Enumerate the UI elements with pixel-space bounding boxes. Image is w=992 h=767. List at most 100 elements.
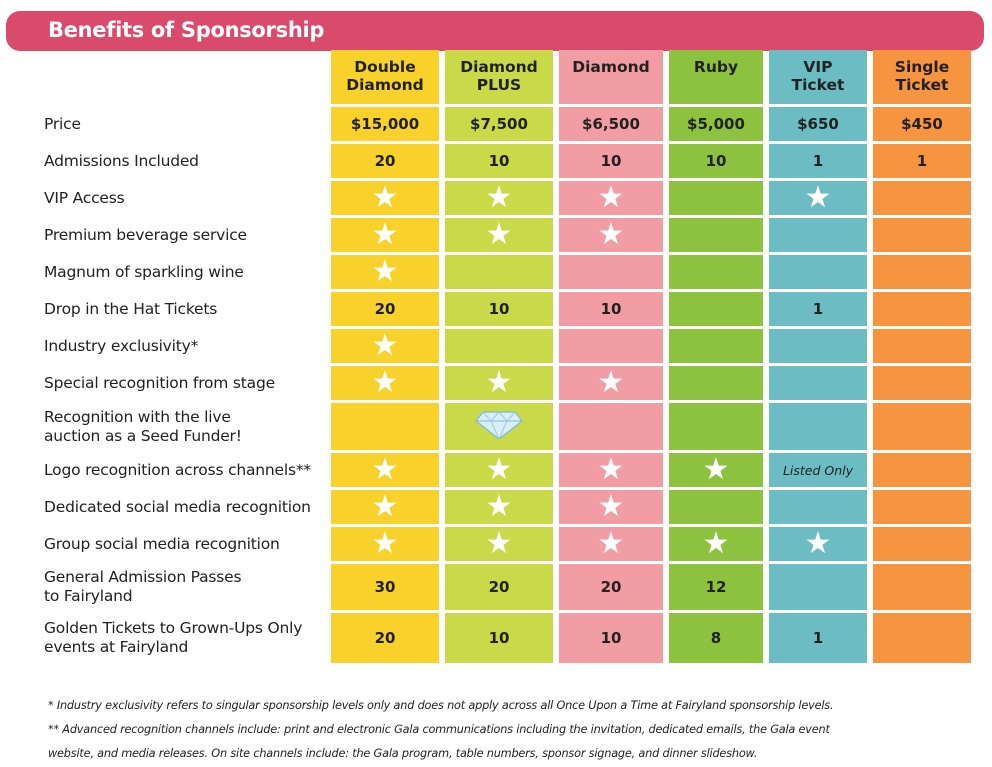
row-label: General Admission Passes to Fairyland [44, 568, 242, 605]
star-icon: ★ [804, 180, 832, 215]
cell-value: $5,000 [687, 115, 745, 133]
table-cell: ★ [331, 453, 439, 487]
table-cell [559, 329, 663, 363]
row-label: VIP Access [44, 188, 125, 207]
table-cell: $5,000 [669, 107, 763, 141]
table-cell [769, 218, 867, 252]
row-label: Admissions Included [44, 151, 199, 170]
table-cell [769, 403, 867, 450]
tier-name-line2: PLUS [476, 76, 522, 94]
table-cell: 10 [559, 292, 663, 326]
table-cell: 1 [769, 292, 867, 326]
row-label: Premium beverage service [44, 225, 247, 244]
table-cell: ★ [559, 490, 663, 524]
row-label: Golden Tickets to Grown-Ups Only events … [44, 619, 303, 656]
table-cell: 20 [559, 564, 663, 610]
table-cell: ★ [445, 490, 553, 524]
tier-name-line1: Single [894, 58, 950, 76]
star-icon: ★ [371, 452, 399, 487]
star-icon: ★ [597, 217, 625, 252]
table-cell: 10 [559, 144, 663, 178]
table-cell [669, 218, 763, 252]
title-banner: Benefits of Sponsorship [6, 11, 984, 51]
table-cell: 20 [331, 613, 439, 663]
tier-name-line2: Ticket [791, 76, 845, 94]
cell-value: $450 [901, 115, 943, 133]
row-label: Logo recognition across channels** [44, 460, 311, 479]
table-cell [559, 255, 663, 289]
row-label: Drop in the Hat Tickets [44, 299, 218, 318]
table-cell [873, 292, 971, 326]
star-icon: ★ [702, 452, 730, 487]
table-cell [669, 403, 763, 450]
table-cell [873, 564, 971, 610]
table-cell: ★ [559, 366, 663, 400]
star-icon: ★ [597, 452, 625, 487]
table-cell: ★ [331, 218, 439, 252]
table-cell: 1 [769, 144, 867, 178]
table-cell: 10 [445, 613, 553, 663]
row-label: Special recognition from stage [44, 373, 275, 392]
star-icon: ★ [371, 365, 399, 400]
row-label: Group social media recognition [44, 534, 280, 553]
table-cell: $7,500 [445, 107, 553, 141]
table-cell: 10 [445, 144, 553, 178]
tier-header: Double Diamond [331, 50, 439, 104]
table-cell [769, 564, 867, 610]
footnote-3: website, and media releases. On site cha… [48, 747, 758, 760]
footnote-1: * Industry exclusivity refers to singula… [48, 699, 834, 712]
table-cell: 20 [331, 144, 439, 178]
table-cell [445, 255, 553, 289]
table-cell [873, 613, 971, 663]
table-cell: Listed Only [769, 453, 867, 487]
star-icon: ★ [371, 328, 399, 363]
table-cell [445, 403, 553, 450]
cell-value: $650 [797, 115, 839, 133]
table-cell [445, 329, 553, 363]
row-label: Price [44, 114, 81, 133]
star-icon: ★ [485, 489, 513, 524]
table-cell: 20 [331, 292, 439, 326]
star-icon: ★ [371, 180, 399, 215]
table-cell: ★ [331, 181, 439, 215]
tier-name-line2: Ticket [895, 76, 949, 94]
star-icon: ★ [597, 489, 625, 524]
table-cell: ★ [445, 453, 553, 487]
table-cell: ★ [331, 527, 439, 561]
table-cell: ★ [331, 490, 439, 524]
table-cell: ★ [669, 527, 763, 561]
table-cell: 10 [669, 144, 763, 178]
table-cell: 10 [559, 613, 663, 663]
table-cell [769, 255, 867, 289]
table-cell [873, 453, 971, 487]
table-cell [559, 403, 663, 450]
table-cell: 10 [445, 292, 553, 326]
footnote-2: ** Advanced recognition channels include… [48, 723, 830, 736]
table-cell: $450 [873, 107, 971, 141]
cell-value: 30 [374, 578, 396, 596]
cell-value: 10 [600, 300, 622, 318]
table-cell [873, 490, 971, 524]
tier-name: Diamond [572, 58, 650, 76]
cell-value: $15,000 [350, 115, 420, 133]
cell-value: 1 [812, 629, 824, 647]
cell-value: 1 [812, 152, 824, 170]
table-cell [669, 292, 763, 326]
tier-header: Diamond [559, 50, 663, 104]
table-cell: ★ [445, 218, 553, 252]
tier-header: Ruby [669, 50, 763, 104]
table-cell [669, 490, 763, 524]
star-icon: ★ [597, 180, 625, 215]
cell-value: Listed Only [782, 462, 854, 478]
tier-name: Diamond PLUS [460, 58, 538, 94]
table-cell: ★ [331, 255, 439, 289]
table-cell: ★ [331, 329, 439, 363]
cell-value: 10 [600, 152, 622, 170]
tier-name-line1: VIP [803, 58, 833, 76]
tier-name: Single Ticket [895, 58, 949, 94]
table-cell: 12 [669, 564, 763, 610]
cell-value: 20 [600, 578, 622, 596]
table-cell [873, 366, 971, 400]
tier-name: VIP Ticket [792, 58, 845, 94]
tier-name-line1: Double [354, 58, 416, 76]
